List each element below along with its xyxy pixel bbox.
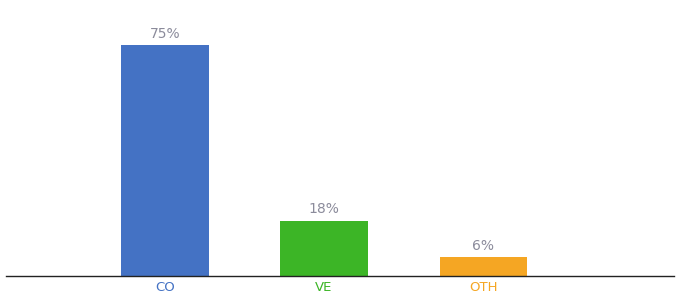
Bar xyxy=(439,257,527,276)
Text: 18%: 18% xyxy=(309,202,339,216)
Bar xyxy=(121,46,209,276)
Text: 75%: 75% xyxy=(150,27,180,41)
Text: 6%: 6% xyxy=(473,239,494,253)
Bar xyxy=(280,220,368,276)
